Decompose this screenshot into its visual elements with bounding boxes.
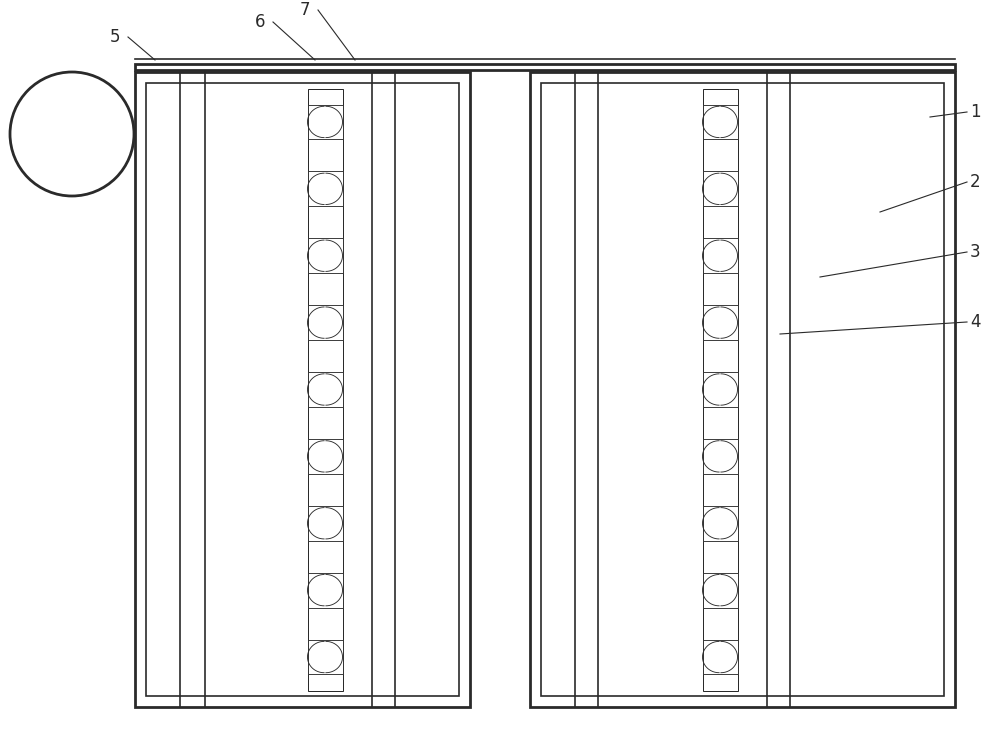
Bar (135, 64, 955, 70)
Bar (146, 83, 459, 696)
Bar (702, 171, 738, 206)
Bar (541, 83, 944, 696)
Bar (308, 439, 342, 474)
Bar (702, 305, 738, 340)
Bar (308, 572, 342, 608)
Text: 6: 6 (255, 13, 266, 31)
Text: 7: 7 (300, 1, 310, 19)
Text: 5: 5 (110, 28, 121, 46)
Bar (308, 171, 342, 206)
Bar (702, 89, 738, 690)
Bar (308, 239, 342, 273)
Text: 3: 3 (970, 243, 981, 261)
Bar (702, 439, 738, 474)
Text: 2: 2 (970, 173, 981, 191)
Bar (702, 239, 738, 273)
Bar (702, 372, 738, 407)
Bar (702, 105, 738, 139)
Bar (308, 305, 342, 340)
Bar (530, 72, 955, 707)
Bar (702, 640, 738, 674)
Bar (135, 72, 470, 707)
Bar (308, 372, 342, 407)
Bar (308, 105, 342, 139)
Text: 4: 4 (970, 313, 980, 331)
Bar (702, 572, 738, 608)
Text: 1: 1 (970, 103, 981, 121)
Bar (308, 506, 342, 541)
Bar (702, 506, 738, 541)
Bar (308, 640, 342, 674)
Bar (308, 89, 342, 690)
